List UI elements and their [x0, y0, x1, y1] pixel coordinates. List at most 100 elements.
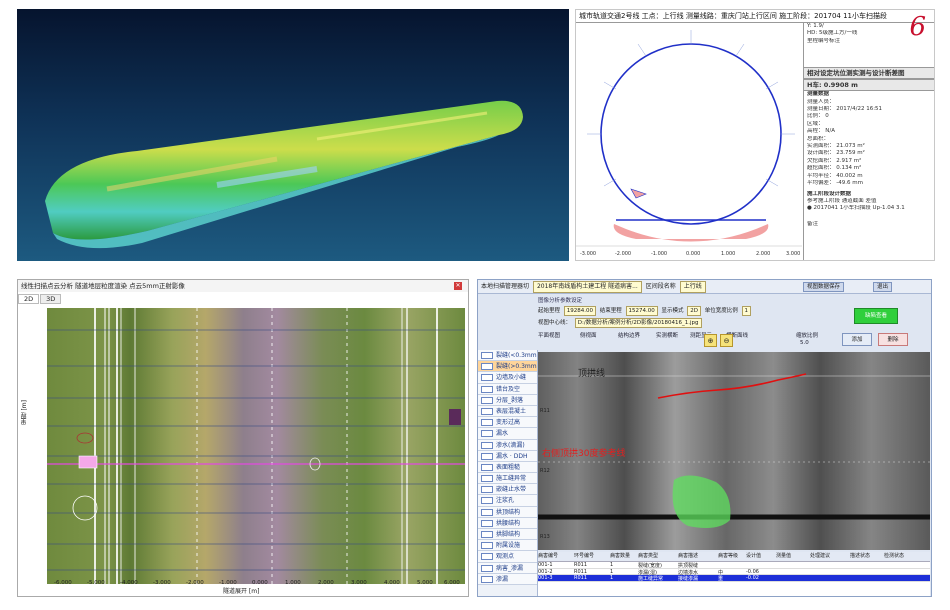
mode-select[interactable]: 2D: [687, 306, 702, 316]
table-row[interactable]: 001-1 R011 1 裂缝(宽度) 拱顶裂缝: [538, 562, 930, 569]
column-header[interactable]: 病害等级: [718, 553, 739, 559]
nav-item[interactable]: 表层混凝土: [478, 405, 537, 418]
nav-item[interactable]: 嵌缝止水带: [478, 484, 537, 496]
end-mileage-input[interactable]: 15274.00: [625, 306, 658, 316]
opt-distance[interactable]: 测距显示: [690, 333, 713, 339]
column-header[interactable]: 环号编号: [574, 553, 595, 559]
save-view-button[interactable]: 视图数据保存: [803, 282, 845, 292]
opt-section-line[interactable]: 横断面线: [726, 333, 749, 339]
project-select[interactable]: 2018年南线盾构土建工程 隧道病害...: [532, 281, 642, 293]
table-row[interactable]: 001-3 R011 1 施工缝异常 接缝渗漏 重 -0.02: [538, 575, 930, 582]
nav-item[interactable]: 施工缝异常: [478, 473, 537, 485]
defect-table: 病害编号 环号编号 病害数量 病害类型 病害描述 病害等级 设计值 测量值 处理建议 描述状态 检测…: [538, 552, 930, 596]
unrolled-map-window: 线性扫描点云分析 隧道地层粒度渲染 点云5mm正射影像 ✕ 2D 3D 里程 [m…: [17, 279, 469, 597]
defect-view-button[interactable]: 缺陷查看: [854, 308, 898, 324]
rate-input[interactable]: 1: [741, 306, 752, 316]
nav-item[interactable]: 裂缝(<0.3mm): [478, 350, 537, 362]
defect-type-icon: [481, 519, 493, 527]
stat-line: 测量日期： 2017/4/22 16:51: [807, 106, 883, 113]
column-header[interactable]: 处理建议: [810, 553, 831, 559]
crown-line-label: 顶拱线: [578, 367, 605, 379]
table-cell: R011: [574, 575, 588, 581]
opt-plane-view[interactable]: 平面视图: [538, 333, 561, 339]
segment-select[interactable]: 上行线: [679, 281, 706, 293]
stat-line: 区域：: [807, 120, 824, 127]
nav-item[interactable]: 分层_剥落: [478, 394, 537, 406]
window-title: 线性扫描点云分析 隧道地层粒度渲染 点云5mm正射影像: [18, 280, 468, 292]
ring-label: R11: [540, 408, 550, 414]
column-header[interactable]: 病害描述: [678, 553, 699, 559]
nav-item[interactable]: 拱脚结构: [478, 529, 537, 541]
column-header[interactable]: 测量值: [776, 553, 792, 559]
x-tick: -6.000: [54, 580, 72, 586]
nav-item-label: 错台及空: [496, 385, 521, 393]
nav-item[interactable]: 变形过高: [478, 417, 537, 429]
start-mileage-input[interactable]: 19284.00: [563, 306, 597, 316]
table-cell: R011: [574, 562, 588, 568]
nav-item[interactable]: 注浆孔: [478, 495, 537, 507]
report-header: 城市轨道交通2号线 工点：上行线 测量线路：重庆门站上行区间 施工阶段：2017…: [576, 10, 934, 23]
param-title: 图像分析参数设定: [538, 298, 583, 304]
column-header[interactable]: 病害类型: [638, 553, 659, 559]
nav-item[interactable]: 病害_渗漏: [478, 562, 537, 574]
column-header[interactable]: 病害编号: [538, 553, 559, 559]
nav-item-label: 漏水 · DDH: [496, 452, 528, 460]
zoom-label: 缩放比例: [796, 333, 819, 339]
column-header[interactable]: 描述状态: [850, 553, 871, 559]
column-header[interactable]: 设计值: [746, 553, 762, 559]
x-tick: 2.000: [756, 251, 770, 257]
x-tick: -1.000: [651, 251, 667, 257]
path-input[interactable]: D:/数据分析/案例分析/2D影像/20180416_1.jpg: [574, 318, 702, 328]
zoom-in-icon[interactable]: ⊕: [704, 334, 717, 347]
nav-item[interactable]: 边墙及小缝: [478, 372, 537, 384]
param-panel: 图像分析参数设定 起始里程 19284.00 结束里程 15274.00 显示模…: [538, 296, 868, 328]
table-cell: -0.06: [746, 568, 759, 575]
info-line: Y: 1.9/: [807, 23, 824, 29]
nav-item-label: 嵌缝止水带: [496, 486, 527, 494]
y-axis-label: 里程 [m]: [21, 400, 28, 425]
nav-item[interactable]: 漏水: [478, 428, 537, 440]
table-row[interactable]: 001-2 R011 1 渗漏(湿) 边墙渗水 中 -0.06: [538, 569, 930, 576]
unrolled-image[interactable]: [47, 308, 465, 584]
x-tick: -2.000: [186, 580, 204, 586]
zoom-value[interactable]: 5.0: [800, 340, 809, 346]
tab-3d[interactable]: 3D: [40, 294, 62, 304]
defect-type-nav: 裂缝(<0.3mm) 裂缝(>0.3mm) 边墙及小缝 错台及空 分层_剥落 表层混凝土变…: [478, 350, 538, 596]
nav-item-label: 表面粗糙: [496, 463, 521, 471]
nav-item[interactable]: 观测点: [478, 551, 537, 563]
opt-structure[interactable]: 结构边界: [618, 333, 641, 339]
nav-item-label: 附属设施: [496, 542, 521, 550]
nav-item[interactable]: 拱腰结构: [478, 517, 537, 529]
opt-measured[interactable]: 实测横断: [656, 333, 679, 339]
zoom-out-icon[interactable]: ⊖: [720, 334, 733, 347]
exit-button[interactable]: 退出: [873, 282, 893, 292]
nav-item[interactable]: 裂缝(>0.3mm): [478, 361, 537, 373]
defect-type-icon: [481, 497, 493, 505]
top-toolbar: 本地扫描管理器切 2018年南线盾构土建工程 隧道病害... 区间段名称 上行线…: [478, 280, 931, 294]
view-tabs: 2D 3D: [18, 294, 62, 304]
tab-2d[interactable]: 2D: [18, 294, 40, 304]
column-header[interactable]: 病害数量: [610, 553, 631, 559]
image-overlay: 顶拱线 右侧顶拱30度参考线 R11 R12 R13: [538, 352, 930, 550]
nav-item[interactable]: 错台及空: [478, 383, 537, 395]
nav-item[interactable]: 渗漏: [478, 573, 537, 585]
stat-line: 欠挖面积： 2.917 m²: [807, 157, 862, 164]
close-icon[interactable]: ✕: [454, 282, 462, 290]
nav-item[interactable]: 漏水 · DDH: [478, 450, 537, 462]
nav-item-label: 表层混凝土: [496, 407, 527, 415]
nav-item-label: 漏水: [496, 430, 509, 438]
map-overlay: [47, 308, 465, 584]
add-button[interactable]: 添加: [842, 333, 872, 346]
end-label: 结束里程: [599, 308, 622, 314]
nav-item[interactable]: 拱顶结构: [478, 506, 537, 518]
opt-side-view[interactable]: 侧视面: [580, 333, 597, 339]
nav-item[interactable]: 表面粗糙: [478, 461, 537, 474]
column-header[interactable]: 检测状态: [884, 553, 905, 559]
nav-item[interactable]: 附属设施: [478, 540, 537, 552]
stat-line: 实测面积： 21.073 m²: [807, 143, 865, 150]
nav-item[interactable]: 渗水(滴漏): [478, 439, 537, 451]
delete-button[interactable]: 删除: [878, 333, 908, 346]
point-cloud-view[interactable]: [17, 9, 569, 261]
tunnel-image-view[interactable]: 顶拱线 右侧顶拱30度参考线 R11 R12 R13: [538, 352, 930, 550]
nav-item-label: 拱腰结构: [496, 519, 521, 527]
